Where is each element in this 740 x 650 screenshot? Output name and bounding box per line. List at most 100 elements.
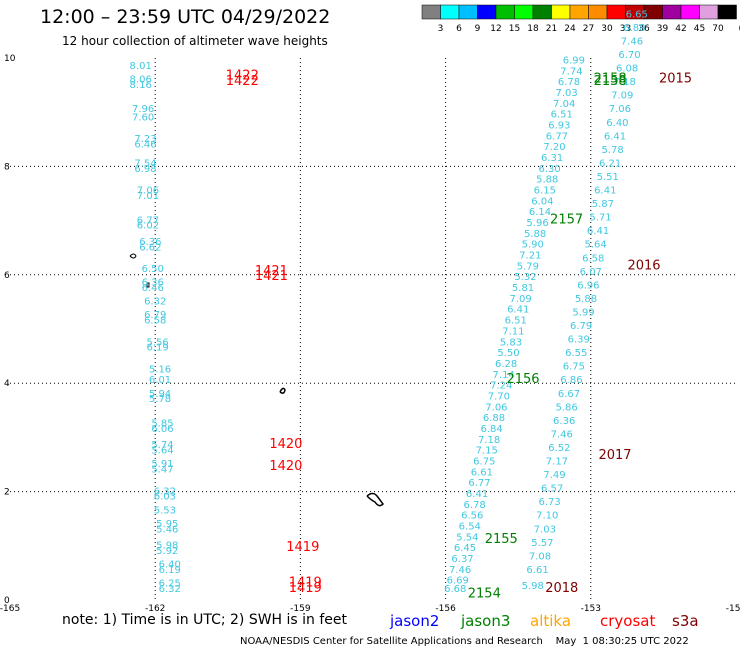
wave-height-value: 5.95: [156, 519, 178, 530]
legend-tick-label: 30: [601, 24, 613, 34]
mission-jason2: jason2: [390, 612, 440, 630]
wave-height-value: 6.75: [473, 457, 495, 468]
wave-height-value: 5.53: [154, 505, 176, 516]
pass-time-label: 2158: [594, 71, 627, 86]
legend-tick-label: 6: [456, 24, 462, 34]
wave-height-value: 5.86: [555, 402, 577, 413]
wave-height-value: 7.70: [488, 391, 510, 402]
wave-height-value: 7.60: [132, 112, 154, 123]
pass-time-label: 2017: [598, 448, 631, 463]
wave-height-value: 6.67: [558, 389, 580, 400]
wave-height-value: 7.15: [476, 446, 498, 457]
wave-height-value: 6.02: [137, 221, 159, 232]
wave-height-value: 5.57: [531, 538, 553, 549]
legend-tick-label: 36: [638, 24, 650, 34]
wave-height-value: 5.16: [149, 364, 171, 375]
wave-height-value: 5.46: [156, 524, 178, 535]
wave-height-value: 5.32: [514, 272, 536, 283]
wave-height-value: 5.88: [524, 229, 546, 240]
legend-tick-label: 42: [675, 24, 686, 34]
pass-time-label: 1421: [255, 264, 288, 279]
island-outline: [129, 253, 137, 259]
wave-height-value: 8.06: [130, 74, 152, 85]
wave-height-value: 6.41: [594, 186, 616, 197]
mission-s3a: s3a: [672, 612, 699, 630]
wave-height-value: 7.21: [519, 251, 541, 262]
wave-height-value: 6.70: [618, 50, 640, 61]
wave-height-value: 5.88: [536, 175, 558, 186]
pass-time-label: 2015: [659, 71, 692, 86]
wave-height-value: 6.69: [447, 576, 469, 587]
legend-swatch: [717, 4, 737, 20]
wave-height-value: 8.01: [130, 61, 152, 72]
island-outline: [279, 387, 286, 394]
wave-height-value: 6.73: [539, 497, 561, 508]
wave-height-value: 6.86: [560, 375, 582, 386]
legend-tick-label: 24: [564, 24, 576, 34]
wave-height-value: 6.77: [546, 131, 568, 142]
legend-unit: (ft): [739, 24, 740, 34]
wave-height-value: 5.98: [522, 581, 544, 592]
wave-height-value: 7.96: [132, 104, 154, 115]
wave-height-value: 6.77: [468, 478, 490, 489]
wave-height-value: 6.46: [142, 283, 164, 294]
legend-tick-label: 21: [546, 24, 557, 34]
legend-tick-label: 9: [475, 24, 481, 34]
wave-height-value: 6.04: [531, 196, 553, 207]
wave-height-value: 6.06: [151, 424, 173, 435]
wave-height-value: 6.15: [534, 186, 556, 197]
y-tick-label: 0: [4, 596, 10, 606]
wave-height-value: 6.19: [146, 343, 168, 354]
wave-height-value: 5.98: [156, 541, 178, 552]
wave-height-value: 6.32: [154, 486, 176, 497]
wave-height-value: 6.46: [134, 139, 156, 150]
wave-height-value: 5.47: [151, 465, 173, 476]
pass-time-label: 1419: [289, 575, 322, 590]
wave-height-value: 6.32: [144, 297, 166, 308]
wave-height-value: 6.41: [587, 226, 609, 237]
wave-height-value: 6.25: [159, 578, 181, 589]
wave-height-value: 5.87: [592, 199, 614, 210]
wave-height-value: 6.39: [568, 335, 590, 346]
x-tick-label: -153: [581, 604, 601, 614]
map-title: 12:00 – 23:59 UTC 04/29/2022: [40, 6, 331, 28]
wave-height-value: 6.88: [483, 413, 505, 424]
pass-time-label: 1419: [286, 540, 319, 555]
pass-time-label: 1419: [289, 581, 322, 596]
wave-height-value: 7.04: [553, 99, 575, 110]
y-tick-label: 2: [4, 488, 10, 498]
wave-height-value: 6.56: [461, 511, 483, 522]
wave-height-value: 6.40: [606, 118, 628, 129]
pass-time-label: 1420: [269, 459, 302, 474]
wave-height-value: 5.71: [589, 213, 611, 224]
wave-height-value: 5.92: [156, 546, 178, 557]
wave-height-value: 6.01: [149, 375, 171, 386]
legend-tick-label: 15: [509, 24, 520, 34]
y-tick-label: 6: [4, 271, 10, 281]
map-subtitle: 12 hour collection of altimeter wave hei…: [62, 34, 328, 48]
wave-height-value: 5.88: [575, 294, 597, 305]
wave-height-value: 5.78: [601, 145, 623, 156]
legend-tick-label: 18: [527, 24, 539, 34]
mission-altika: altika: [530, 612, 572, 630]
wave-height-value: 5.50: [497, 348, 519, 359]
wave-height-value: 7.18: [478, 435, 500, 446]
wave-height-value: 5.54: [456, 532, 478, 543]
wave-height-value: 6.61: [471, 467, 493, 478]
x-tick-label: -159: [290, 604, 311, 614]
wave-height-value: 5.91: [151, 459, 173, 470]
wave-height-value: 6.08: [616, 64, 638, 75]
wave-height-value: 6.75: [563, 362, 585, 373]
wave-height-value: 7.06: [137, 186, 159, 197]
wave-height-value: 7.49: [543, 470, 565, 481]
wave-height-value: 6.41: [507, 305, 529, 316]
wave-height-value: 6.19: [159, 565, 181, 576]
wave-height-value: 7.74: [560, 66, 582, 77]
pass-time-label: 2156: [506, 372, 539, 387]
wave-height-value: 6.68: [444, 584, 466, 595]
legend-tick-label: 33: [620, 24, 631, 34]
wave-height-value: 6.32: [159, 584, 181, 595]
wave-height-value: 6.84: [480, 424, 502, 435]
wave-height-value: 6.78: [464, 500, 486, 511]
